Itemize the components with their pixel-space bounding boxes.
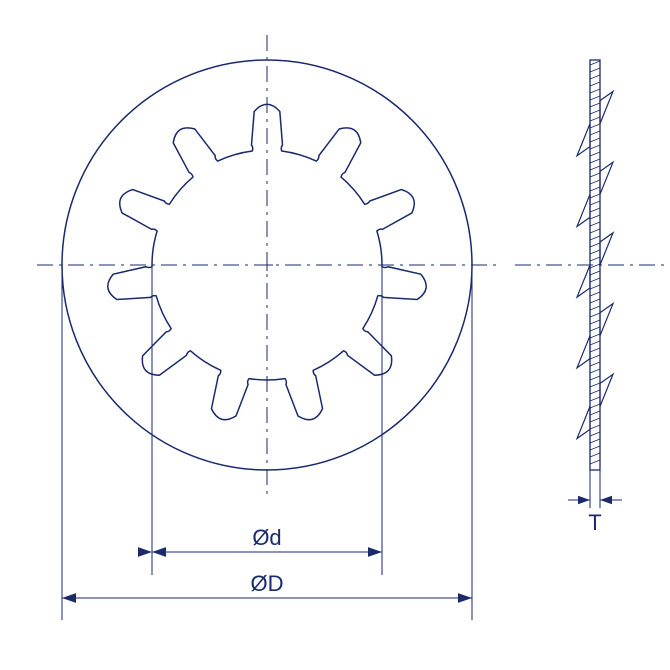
twisted-tooth	[600, 162, 613, 194]
label-inner-diameter: Ød	[252, 525, 281, 550]
twisted-tooth	[577, 124, 590, 156]
twisted-tooth	[577, 194, 590, 226]
label-outer-diameter: ØD	[251, 571, 284, 596]
twisted-tooth	[600, 91, 613, 123]
twisted-tooth	[577, 265, 590, 297]
label-thickness: T	[588, 510, 601, 535]
side-view	[515, 60, 670, 470]
twisted-tooth	[600, 233, 613, 265]
technical-drawing: Ød ØD T	[0, 0, 670, 670]
twisted-tooth	[577, 406, 590, 438]
twisted-tooth	[600, 304, 613, 336]
twisted-tooth	[577, 336, 590, 368]
twisted-tooth	[600, 374, 613, 406]
